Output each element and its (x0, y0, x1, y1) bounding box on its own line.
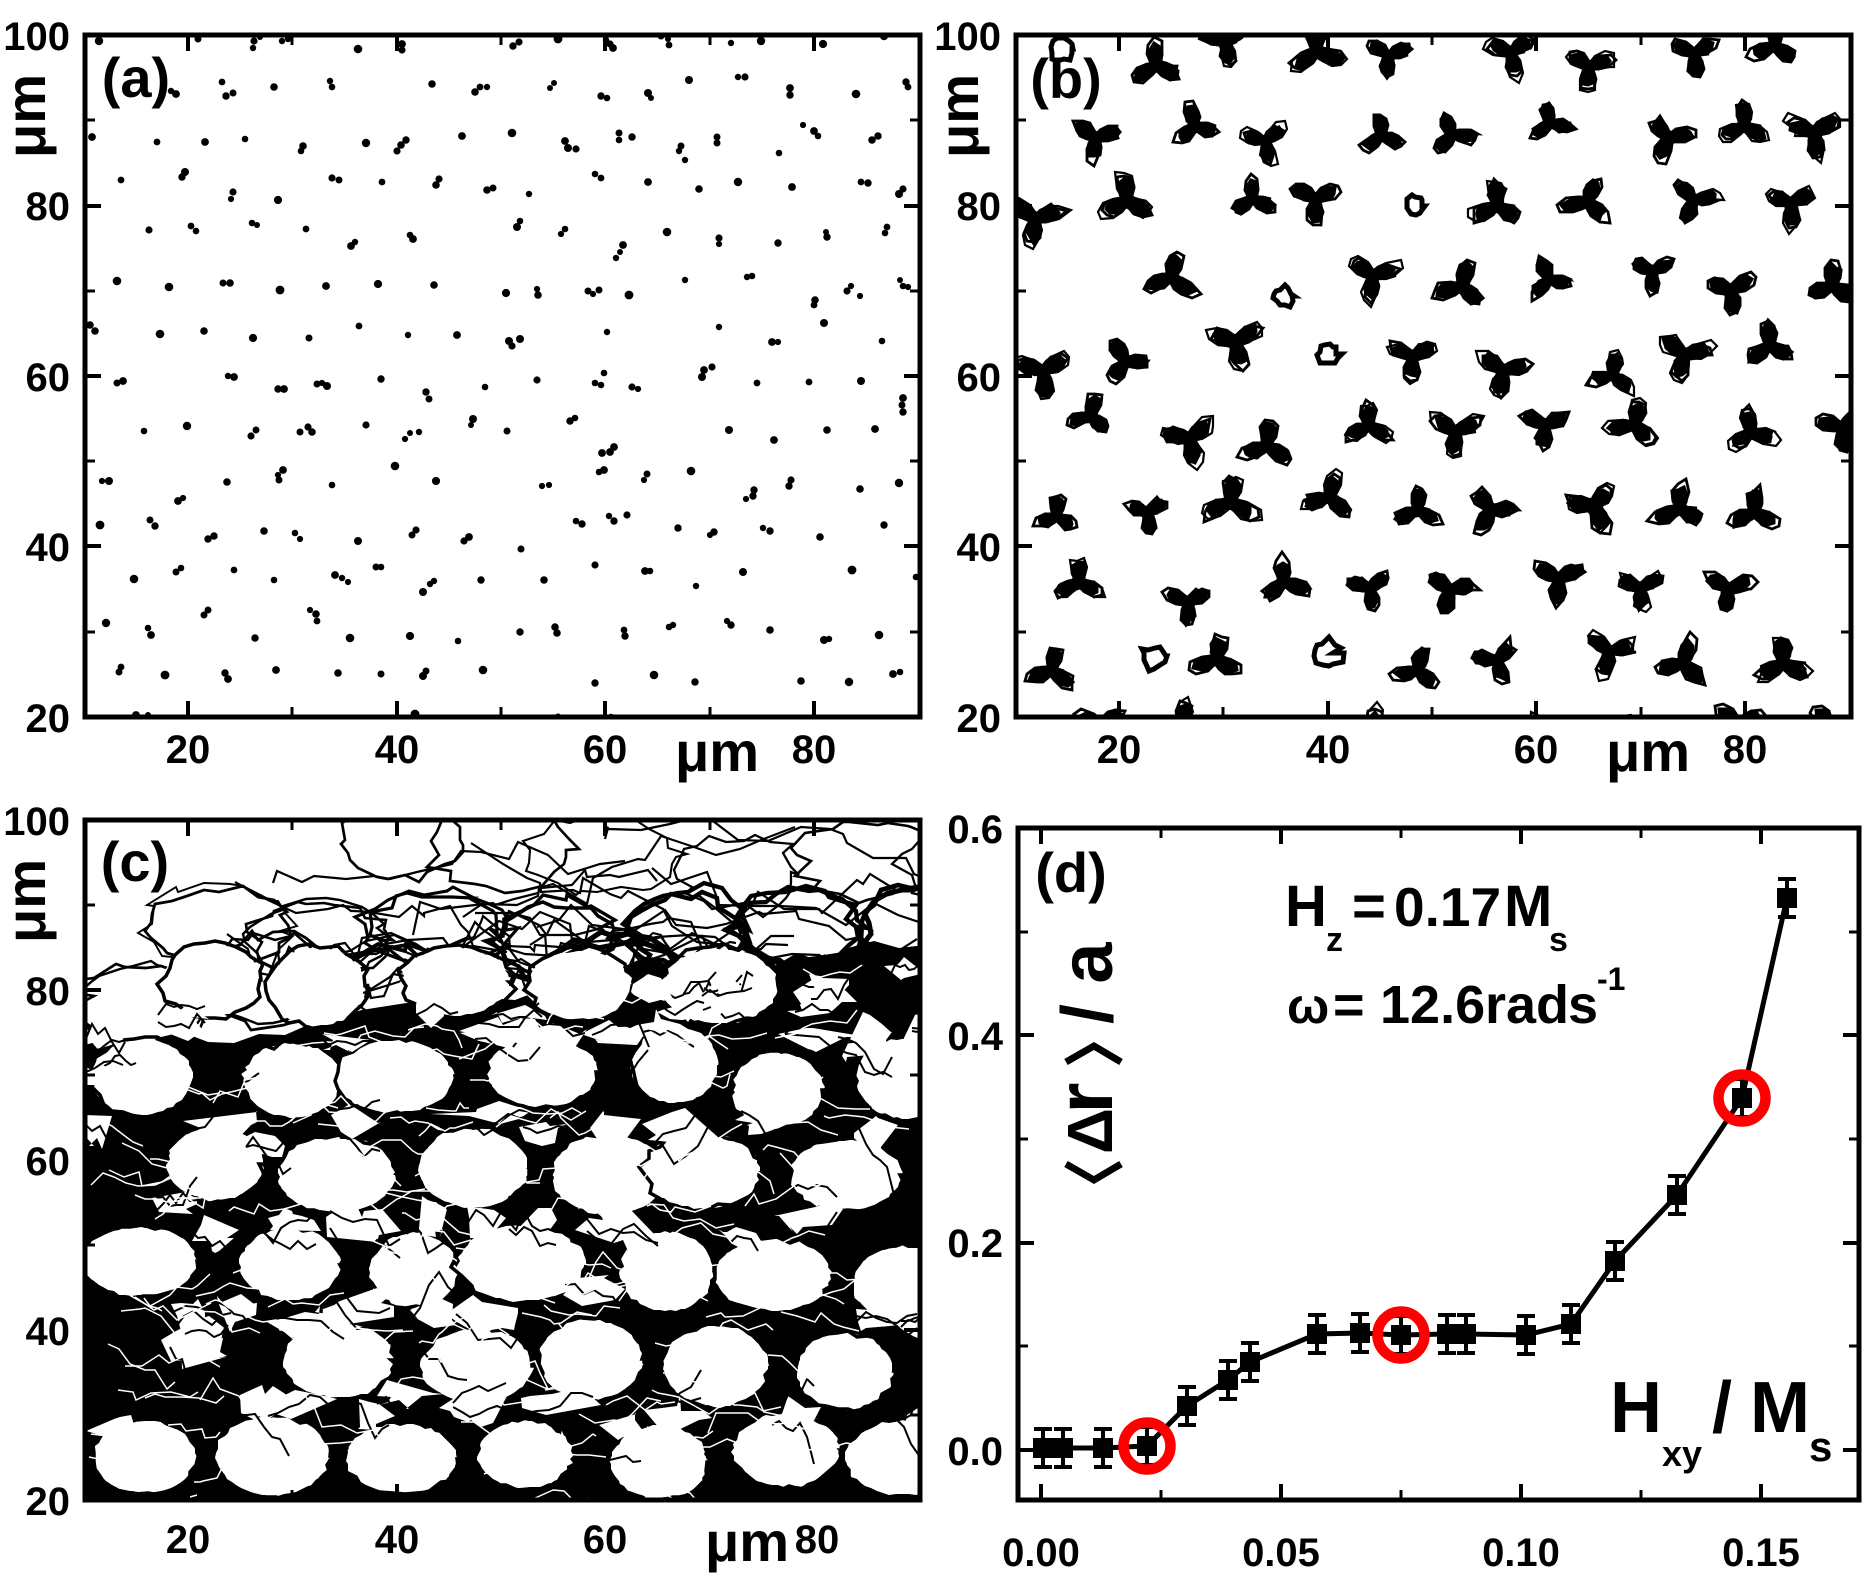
svg-text:/: / (1048, 1004, 1128, 1024)
svg-text:60: 60 (957, 356, 1002, 400)
svg-text:μm: μm (0, 859, 57, 943)
svg-text:40: 40 (957, 526, 1002, 570)
svg-text:a: a (1045, 942, 1128, 984)
svg-text:20: 20 (1097, 728, 1142, 772)
svg-text:0.05: 0.05 (1242, 1531, 1320, 1573)
svg-text:(c): (c) (101, 830, 169, 893)
svg-text:μm: μm (927, 74, 990, 158)
svg-text:0.0: 0.0 (947, 1430, 1003, 1474)
svg-text:(a): (a) (102, 46, 170, 109)
svg-text:20: 20 (26, 1480, 71, 1524)
svg-text:/: / (1712, 1368, 1732, 1448)
svg-text:40: 40 (375, 1518, 420, 1562)
svg-text:80: 80 (1723, 728, 1768, 772)
svg-text:60: 60 (26, 356, 71, 400)
svg-text:80: 80 (26, 185, 71, 229)
svg-text:H: H (1285, 874, 1327, 939)
svg-text:60: 60 (26, 1140, 71, 1184)
svg-text:(b): (b) (1030, 47, 1102, 110)
svg-text:0.2: 0.2 (947, 1222, 1003, 1266)
svg-text:M: M (1750, 1368, 1810, 1448)
svg-text:60: 60 (583, 1518, 628, 1562)
svg-text:(d): (d) (1035, 841, 1107, 904)
svg-text:s: s (1549, 921, 1568, 959)
svg-text:-1: -1 (1597, 961, 1625, 997)
svg-text:μm: μm (1606, 720, 1690, 783)
svg-text:s: s (1809, 1423, 1832, 1470)
svg-text:r: r (1040, 1082, 1129, 1113)
svg-text:Δ: Δ (1054, 1108, 1126, 1154)
svg-text:μm: μm (0, 74, 57, 158)
svg-text:80: 80 (26, 970, 71, 1014)
svg-text:80: 80 (795, 1518, 840, 1562)
svg-text:xy: xy (1662, 1433, 1702, 1474)
svg-text:H: H (1610, 1368, 1662, 1448)
svg-text:80: 80 (957, 185, 1002, 229)
svg-text:0.00: 0.00 (1002, 1531, 1080, 1573)
svg-text:20: 20 (166, 1518, 211, 1562)
svg-text:60: 60 (1514, 728, 1559, 772)
svg-text:s: s (1568, 975, 1598, 1035)
svg-text:M: M (1504, 874, 1552, 939)
svg-text:80: 80 (792, 728, 837, 772)
svg-text:20: 20 (166, 728, 211, 772)
svg-text:rad: rad (1485, 975, 1569, 1035)
svg-text:40: 40 (375, 728, 420, 772)
svg-text:20: 20 (957, 697, 1002, 741)
svg-text:40: 40 (1306, 728, 1351, 772)
svg-text:0.15: 0.15 (1722, 1531, 1800, 1573)
svg-text:40: 40 (26, 1310, 71, 1354)
svg-text:=: = (1333, 975, 1365, 1035)
svg-text:μm: μm (675, 720, 759, 783)
svg-text:z: z (1326, 921, 1343, 959)
svg-text:0.17: 0.17 (1394, 876, 1501, 938)
svg-text:ω: ω (1287, 978, 1329, 1034)
svg-text:12.6: 12.6 (1380, 975, 1485, 1035)
svg-text:100: 100 (934, 15, 1001, 59)
svg-text:100: 100 (3, 15, 70, 59)
svg-text:40: 40 (26, 526, 71, 570)
svg-text:0.4: 0.4 (947, 1015, 1003, 1059)
svg-text:0.6: 0.6 (947, 808, 1003, 852)
svg-text:=: = (1352, 874, 1386, 939)
svg-text:μm: μm (705, 1510, 789, 1573)
svg-text:20: 20 (26, 697, 71, 741)
svg-text:0.10: 0.10 (1482, 1531, 1560, 1573)
svg-text:60: 60 (583, 728, 628, 772)
svg-text:100: 100 (3, 800, 70, 844)
